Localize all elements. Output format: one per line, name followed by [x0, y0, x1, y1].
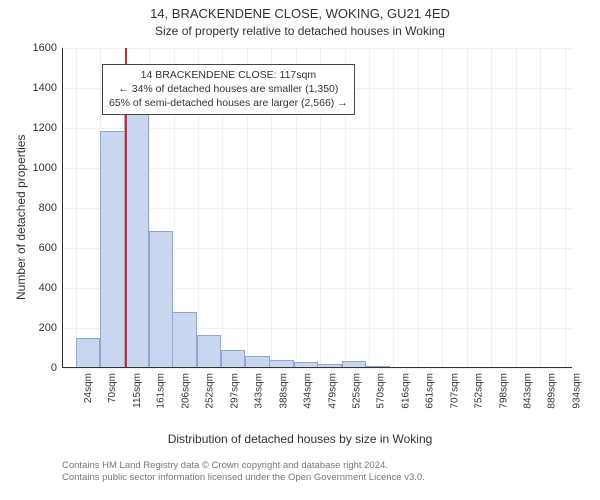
y-tick-label: 600 — [39, 242, 63, 254]
x-tick-label: 388sqm — [274, 373, 289, 409]
x-tick-label: 206sqm — [177, 373, 192, 409]
x-tick-label: 934sqm — [568, 373, 583, 409]
grid-line-v — [516, 48, 517, 367]
grid-line-v — [442, 48, 443, 367]
callout-line-3: 65% of semi-detached houses are larger (… — [109, 96, 348, 110]
x-tick-label: 798sqm — [494, 373, 509, 409]
x-tick-label: 661sqm — [421, 373, 436, 409]
histogram-bar — [124, 113, 148, 367]
y-tick-label: 400 — [39, 282, 63, 294]
x-tick-label: 161sqm — [152, 373, 167, 409]
histogram-bar — [149, 231, 173, 367]
x-tick-label: 616sqm — [396, 373, 411, 409]
histogram-bar — [172, 312, 196, 367]
chart-title: 14, BRACKENDENE CLOSE, WOKING, GU21 4ED — [0, 6, 600, 21]
x-tick-label: 343sqm — [250, 373, 265, 409]
y-axis-label: Number of detached properties — [14, 135, 28, 300]
histogram-bar — [269, 360, 293, 367]
x-tick-label: 525sqm — [348, 373, 363, 409]
callout-line-1: 14 BRACKENDENE CLOSE: 117sqm — [109, 68, 348, 82]
grid-line-h — [63, 368, 572, 369]
grid-line-v — [467, 48, 468, 367]
y-tick-label: 1000 — [33, 162, 63, 174]
callout-line-2: ← 34% of detached houses are smaller (1,… — [109, 82, 348, 96]
x-tick-label: 297sqm — [225, 373, 240, 409]
y-tick-label: 1600 — [33, 42, 63, 54]
footer-attribution: Contains HM Land Registry data © Crown c… — [62, 460, 425, 485]
grid-line-v — [418, 48, 419, 367]
property-callout: 14 BRACKENDENE CLOSE: 117sqm ← 34% of de… — [102, 64, 355, 115]
y-tick-label: 200 — [39, 322, 63, 334]
footer-line-2: Contains public sector information licen… — [62, 472, 425, 484]
x-tick-label: 889sqm — [543, 373, 558, 409]
grid-line-v — [491, 48, 492, 367]
x-tick-label: 843sqm — [519, 373, 534, 409]
x-tick-label: 479sqm — [323, 373, 338, 409]
x-tick-label: 570sqm — [372, 373, 387, 409]
histogram-bar — [76, 338, 100, 367]
histogram-bar — [221, 350, 245, 367]
x-axis-label: Distribution of detached houses by size … — [0, 432, 600, 446]
x-tick-label: 115sqm — [128, 373, 143, 408]
y-tick-label: 800 — [39, 202, 63, 214]
x-tick-label: 434sqm — [299, 373, 314, 409]
x-tick-label: 24sqm — [79, 373, 94, 403]
histogram-bar — [294, 362, 318, 367]
grid-line-v — [565, 48, 566, 367]
x-tick-label: 70sqm — [103, 373, 118, 403]
grid-line-v — [76, 48, 77, 367]
y-tick-label: 1400 — [33, 82, 63, 94]
grid-line-v — [393, 48, 394, 367]
x-tick-label: 707sqm — [445, 373, 460, 409]
histogram-bar — [197, 335, 221, 367]
y-tick-label: 1200 — [33, 122, 63, 134]
x-tick-label: 752sqm — [470, 373, 485, 409]
chart-subtitle: Size of property relative to detached ho… — [0, 24, 600, 38]
x-tick-label: 252sqm — [201, 373, 216, 409]
histogram-bar — [245, 356, 269, 367]
grid-line-h — [63, 48, 572, 49]
histogram-bar — [342, 361, 366, 367]
histogram-bar — [317, 364, 341, 367]
histogram-bar — [366, 366, 390, 367]
grid-line-v — [540, 48, 541, 367]
y-tick-label: 0 — [51, 362, 63, 374]
grid-line-v — [369, 48, 370, 367]
histogram-bar — [100, 131, 124, 367]
footer-line-1: Contains HM Land Registry data © Crown c… — [62, 460, 425, 472]
